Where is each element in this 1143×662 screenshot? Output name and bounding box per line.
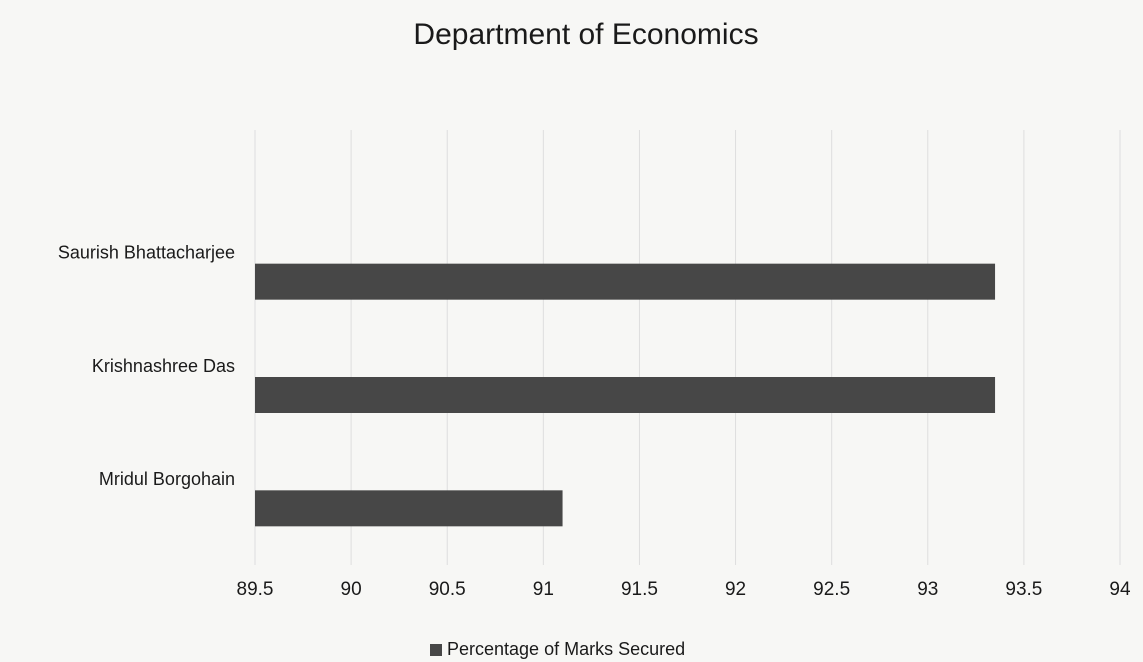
- category-label: Saurish Bhattacharjee: [58, 242, 235, 262]
- x-tick-label: 94: [1109, 579, 1131, 600]
- x-tick-label: 90.5: [429, 579, 466, 600]
- x-tick-label: 91: [533, 579, 554, 600]
- x-tick-label: 91.5: [621, 579, 658, 600]
- x-tick-label: 92.5: [813, 579, 850, 600]
- bar: [255, 263, 996, 300]
- bar: [255, 490, 563, 527]
- category-label: Krishnashree Das: [92, 356, 235, 376]
- x-tick-label: 89.5: [237, 579, 274, 600]
- x-tick-label: 90: [341, 579, 362, 600]
- x-tick-label: 93: [917, 579, 938, 600]
- category-label: Mridul Borgohain: [99, 469, 235, 489]
- x-tick-label: 92: [725, 579, 746, 600]
- chart-title: Department of Economics: [413, 18, 758, 51]
- bar: [255, 377, 996, 413]
- x-tick-label: 93.5: [1005, 579, 1042, 600]
- legend-swatch: [430, 644, 442, 656]
- legend-label: Percentage of Marks Secured: [447, 639, 685, 659]
